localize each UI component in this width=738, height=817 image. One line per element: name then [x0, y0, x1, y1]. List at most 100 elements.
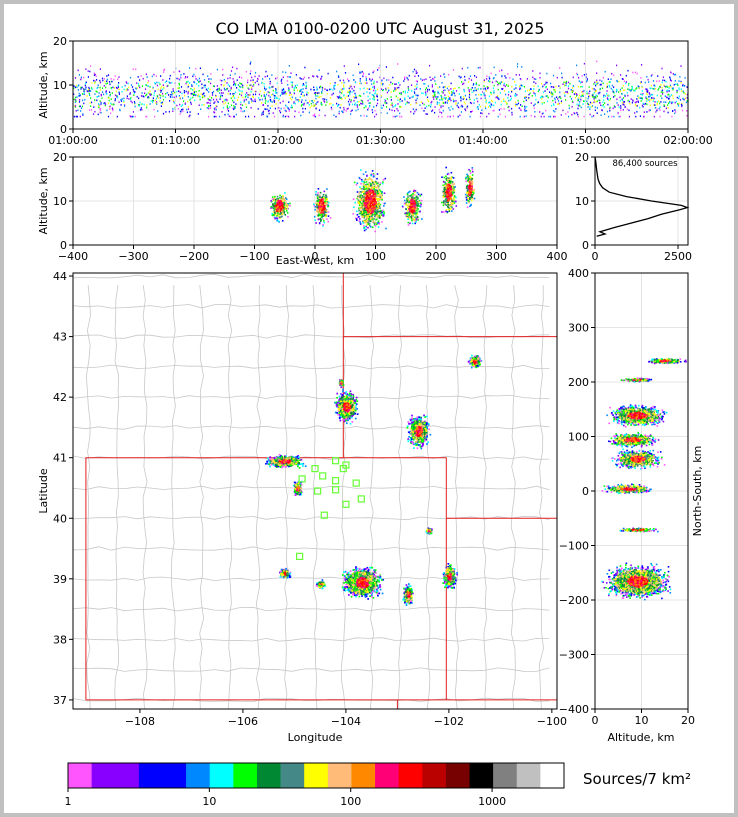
- time-height-source: [623, 101, 625, 103]
- east-west-source: [322, 215, 325, 218]
- time-height-source: [668, 98, 670, 100]
- time-height-source: [94, 93, 96, 95]
- time-height-source: [94, 99, 96, 101]
- time-height-source: [470, 111, 472, 113]
- time-height-source: [550, 82, 552, 85]
- east-west-source: [365, 209, 367, 211]
- east-west-source: [360, 207, 363, 209]
- histogram-x-tick-label: 0: [592, 250, 599, 263]
- time-height-source: [117, 84, 119, 87]
- time-height-source: [78, 95, 80, 97]
- time-height-source: [330, 106, 332, 109]
- time-height-source: [309, 106, 311, 109]
- time-height-source: [90, 105, 92, 107]
- time-height-source: [235, 91, 237, 94]
- east-west-source: [274, 214, 277, 216]
- time-height-source: [648, 81, 650, 83]
- east-west-source: [445, 195, 448, 198]
- time-height-source: [137, 83, 139, 85]
- time-height-source: [583, 62, 585, 65]
- time-height-source: [177, 108, 179, 110]
- time-height-source: [517, 102, 520, 105]
- time-height-source: [242, 96, 244, 99]
- time-height-source: [250, 90, 252, 93]
- time-height-source: [595, 97, 597, 99]
- time-height-source: [123, 105, 126, 107]
- east-west-source: [371, 208, 374, 210]
- time-height-source: [288, 76, 290, 78]
- time-height-source: [515, 95, 517, 97]
- east-west-source: [467, 194, 469, 196]
- time-height-source: [337, 97, 340, 99]
- time-height-source: [411, 84, 413, 86]
- state-boundary: [85, 457, 447, 701]
- time-height-source: [300, 89, 302, 91]
- east-west-source: [366, 195, 369, 197]
- time-height-source: [508, 99, 510, 102]
- histogram-x-ticks: 0 2500: [592, 245, 692, 263]
- time-height-source: [587, 103, 589, 106]
- time-height-source: [475, 89, 477, 92]
- time-height-source: [263, 91, 265, 94]
- east-west-source: [366, 217, 369, 219]
- time-height-source: [91, 82, 93, 84]
- time-height-source: [634, 112, 636, 114]
- time-height-source: [293, 92, 295, 95]
- east-west-xlabel: East-West, km: [276, 254, 354, 267]
- time-height-source: [624, 89, 626, 91]
- east-west-source: [369, 178, 371, 180]
- time-height-source: [90, 97, 92, 99]
- time-height-source: [79, 115, 81, 118]
- time-height-source: [568, 104, 570, 107]
- time-height-y-tick-label: 0: [60, 123, 67, 136]
- time-height-source: [648, 99, 650, 101]
- time-height-source: [438, 115, 440, 118]
- east-west-source: [373, 188, 375, 190]
- time-height-source: [257, 108, 259, 110]
- time-height-source: [619, 88, 621, 91]
- time-height-source: [271, 74, 273, 76]
- time-height-source: [237, 84, 239, 86]
- east-west-source: [382, 181, 384, 183]
- east-west-source: [375, 189, 377, 191]
- east-west-source: [315, 191, 317, 193]
- east-west-source: [279, 194, 281, 197]
- time-height-source: [250, 98, 252, 100]
- time-height-source: [442, 98, 444, 100]
- east-west-source: [404, 212, 407, 214]
- time-height-source: [390, 81, 392, 84]
- time-height-source: [353, 99, 355, 102]
- time-height-source: [552, 74, 555, 77]
- east-west-source: [281, 203, 284, 205]
- time-height-source: [339, 95, 341, 98]
- time-height-source: [308, 111, 310, 114]
- east-west-source: [376, 211, 378, 214]
- east-west-source: [445, 179, 448, 182]
- time-height-source: [140, 107, 142, 109]
- time-height-source: [456, 104, 458, 107]
- time-height-source: [656, 102, 658, 104]
- time-height-source: [357, 108, 359, 111]
- time-height-source: [565, 80, 568, 83]
- time-height-source: [233, 92, 235, 95]
- east-west-source: [326, 202, 328, 204]
- time-height-source: [320, 103, 322, 105]
- time-height-source: [534, 103, 536, 105]
- time-height-source: [98, 106, 100, 109]
- east-west-source: [444, 188, 447, 191]
- time-height-source: [450, 99, 452, 102]
- county-line: [340, 285, 346, 709]
- time-height-source: [657, 89, 659, 91]
- east-west-source: [371, 187, 373, 190]
- time-height-source: [233, 108, 235, 111]
- time-height-source: [576, 111, 578, 114]
- time-height-source: [500, 81, 502, 83]
- east-west-source: [471, 190, 473, 193]
- east-west-source: [373, 183, 375, 186]
- east-west-source: [280, 197, 282, 200]
- time-height-source: [74, 106, 76, 108]
- east-west-source: [366, 190, 368, 193]
- east-west-source: [374, 212, 376, 214]
- time-height-source: [295, 74, 297, 76]
- time-height-source: [300, 101, 303, 103]
